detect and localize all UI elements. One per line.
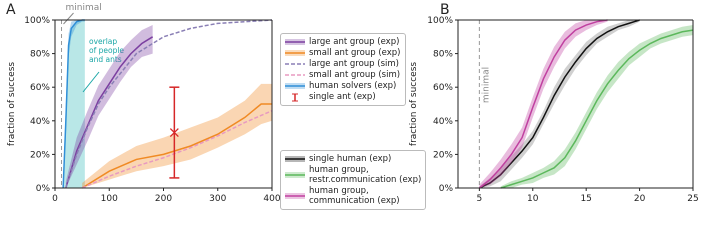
- x-tick-label: 0: [52, 194, 58, 204]
- legend-entry: human group, restr.communication (exp): [285, 165, 421, 185]
- line: [65, 36, 154, 189]
- legend-entry: human solvers (exp): [285, 81, 401, 91]
- line: [81, 110, 273, 189]
- legend-swatch: [285, 74, 305, 76]
- x-tick-label: 5: [476, 194, 482, 204]
- legend-label: single human (exp): [309, 154, 392, 164]
- overlap-label: overlap of people and ants: [89, 37, 124, 64]
- x-tick-label: 200: [155, 194, 172, 204]
- line: [500, 29, 694, 189]
- legend-entry: large ant group (sim): [285, 59, 401, 69]
- legend-entry: small ant group (exp): [285, 48, 401, 58]
- legend-label: large ant group (sim): [309, 59, 399, 69]
- legend-swatch: [285, 39, 305, 45]
- legend-label: single ant (exp): [309, 92, 376, 102]
- legend-swatch: [285, 63, 305, 65]
- legend-entry: small ant group (sim): [285, 70, 401, 80]
- line: [479, 19, 640, 189]
- x-tick-label: 20: [634, 194, 646, 204]
- figure: A B 0% 20% 40% 60% 80% 100% 0 100 200 300 400 fract…: [6, 2, 699, 210]
- legend-swatch: [285, 156, 305, 162]
- legend-swatch: [285, 193, 305, 199]
- band: [500, 25, 693, 188]
- x-tick-label: 25: [687, 194, 698, 204]
- line: [65, 19, 273, 189]
- y-axis-label: fraction of success: [409, 62, 419, 146]
- y-tick-label: 60%: [433, 83, 453, 93]
- y-tick-label: 40%: [30, 117, 50, 127]
- legend-entry: human group, communication (exp): [285, 186, 421, 206]
- minimal-label: minimal: [481, 67, 491, 103]
- y-tick-label: 100%: [24, 16, 50, 26]
- x-tick-label: 15: [580, 194, 591, 204]
- y-axis-label: fraction of success: [7, 62, 17, 146]
- legend-entry: large ant group (exp): [285, 37, 401, 47]
- legend-label: human group, communication (exp): [309, 186, 400, 206]
- y-tick-label: 0%: [439, 184, 454, 194]
- plot: 0% 20% 40% 60% 80% 100% 5 10 15 20 25 fraction of s…: [409, 16, 699, 204]
- minimal-arrow: [63, 12, 74, 25]
- band: [479, 20, 608, 188]
- plot: 0% 20% 40% 60% 80% 100% 0 100 200 300 400 fraction …: [7, 3, 281, 204]
- line: [478, 19, 608, 189]
- legend: single human (exp) human group, restr.com…: [280, 150, 427, 210]
- panel-label: A: [6, 2, 16, 18]
- legend-label: small ant group (sim): [309, 70, 401, 80]
- legend-swatch: [285, 50, 305, 56]
- y-tick-label: 60%: [30, 83, 50, 93]
- y-tick-label: 40%: [433, 117, 453, 127]
- legend-label: small ant group (exp): [309, 48, 401, 58]
- x-tick-label: 300: [209, 194, 226, 204]
- legend-label: human solvers (exp): [309, 81, 397, 91]
- line: [81, 103, 272, 189]
- legend-swatch: [285, 172, 305, 178]
- y-tick-label: 20%: [433, 150, 453, 160]
- chart: A B 0%20%40%60%80%100%0 100 200 300 400fract…: [6, 2, 699, 204]
- overlap-arrow: [82, 71, 100, 93]
- x-tick-label: 100: [101, 194, 118, 204]
- marker: [169, 128, 179, 138]
- legend-entry: single ant (exp): [285, 92, 401, 102]
- legend-label: human group, restr.communication (exp): [309, 165, 422, 185]
- x-tick-label: 400: [263, 194, 280, 204]
- legend-entry: single human (exp): [285, 154, 421, 164]
- band: [65, 25, 153, 188]
- legend-label: large ant group (exp): [309, 37, 400, 47]
- y-tick-label: 100%: [427, 16, 453, 26]
- legend-swatch: [292, 93, 298, 101]
- y-tick-label: 20%: [30, 150, 50, 160]
- x-tick-label: 10: [527, 194, 539, 204]
- y-tick-label: 80%: [433, 50, 453, 60]
- y-tick-label: 0%: [36, 184, 51, 194]
- minimal-label: minimal: [66, 3, 102, 13]
- legend: large ant group (exp) small ant group (ex…: [280, 33, 406, 106]
- legend-swatch: [285, 83, 305, 89]
- y-tick-label: 80%: [30, 50, 50, 60]
- panel-label: B: [440, 2, 450, 18]
